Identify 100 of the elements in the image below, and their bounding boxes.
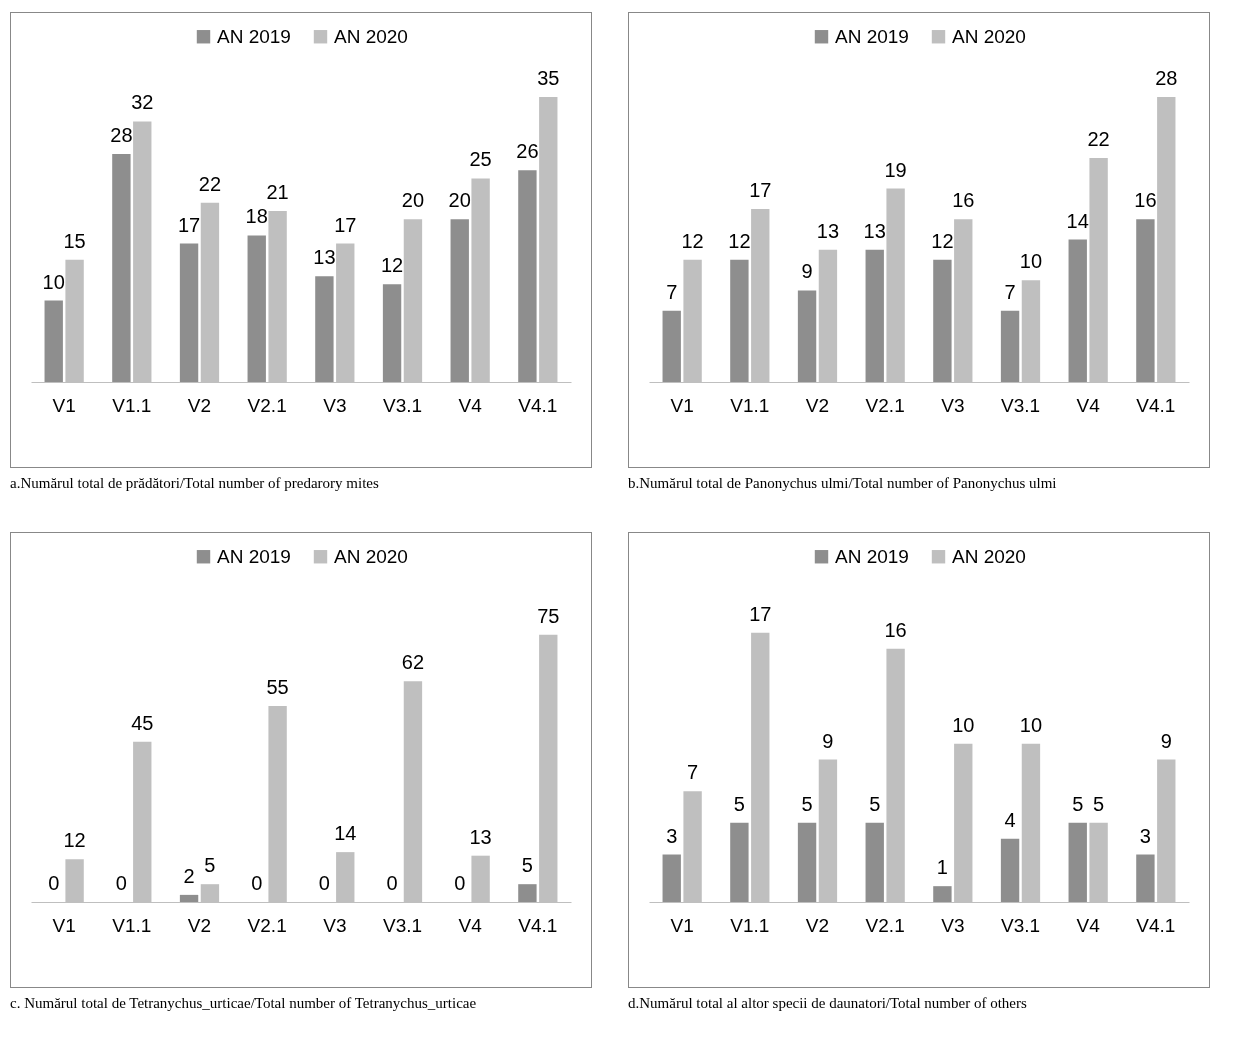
data-label: 9 <box>1160 729 1172 752</box>
data-label: 0 <box>318 872 330 894</box>
x-tick-label: V4 <box>1076 394 1101 416</box>
data-label: 9 <box>822 729 834 752</box>
data-label: 5 <box>869 792 881 815</box>
data-label: 62 <box>401 651 425 674</box>
x-tick-label: V1 <box>52 914 76 936</box>
x-tick-label: V2 <box>805 394 830 416</box>
bar <box>1136 854 1155 902</box>
text: b.Numărul total de Panonychus ulmi/Total number of Panonychus ulmi <box>628 474 1058 493</box>
data-label: 26 <box>516 140 539 163</box>
data-label: 12 <box>681 229 704 252</box>
data-label: 5 <box>733 792 745 815</box>
x-tick-label: V4.1 <box>1136 914 1176 936</box>
data-label: 14 <box>1066 209 1089 232</box>
data-label: 10 <box>952 713 975 736</box>
x-tick-label: V4 <box>458 914 483 936</box>
bar <box>730 259 749 382</box>
bar <box>1000 838 1020 902</box>
data-label: 1 <box>936 856 948 879</box>
data-label: 12 <box>380 254 404 277</box>
data-label: 7 <box>687 761 699 784</box>
x-tick-label: V1.1 <box>730 914 770 936</box>
x-tick-label: V4.1 <box>1136 394 1176 416</box>
legend-label: AN 2019 <box>835 545 909 567</box>
bar <box>518 884 537 902</box>
x-tick-label: V1.1 <box>112 394 152 416</box>
data-label: 0 <box>115 872 127 894</box>
x-tick-label: V1 <box>52 394 76 416</box>
bar <box>797 290 817 382</box>
data-label: 18 <box>245 205 268 228</box>
bar <box>865 249 884 382</box>
x-tick-label: V3 <box>941 394 965 416</box>
data-label: 10 <box>42 270 65 293</box>
bar <box>933 259 952 382</box>
data-label: 16 <box>952 189 975 212</box>
bar <box>44 300 63 382</box>
x-tick-label: V3.1 <box>1000 394 1041 416</box>
data-label: 75 <box>537 604 560 627</box>
data-label: 4 <box>1004 808 1016 831</box>
bar <box>179 243 199 382</box>
data-label: 12 <box>63 829 86 852</box>
legend-label: AN 2019 <box>217 25 291 47</box>
x-tick-label: V3 <box>941 914 965 936</box>
x-tick-label: V3 <box>323 914 347 936</box>
data-label: 0 <box>386 872 398 894</box>
data-label: 5 <box>204 854 216 877</box>
data-label: 13 <box>313 246 336 269</box>
data-label: 13 <box>816 219 840 242</box>
x-tick-label: V4.1 <box>518 394 558 416</box>
data-label: 13 <box>469 825 492 848</box>
data-label: 28 <box>1155 67 1178 89</box>
x-tick-label: V3.1 <box>382 394 423 416</box>
data-label: 28 <box>110 124 133 146</box>
data-label: 5 <box>1093 792 1105 815</box>
text: a.Numărul total de prădători/Total number of predarory mites <box>10 474 380 493</box>
data-label: 5 <box>521 854 533 877</box>
data-label: 17 <box>749 602 772 625</box>
data-label: 17 <box>749 178 772 201</box>
bar <box>1068 822 1087 902</box>
bar <box>315 276 334 382</box>
bar <box>797 822 817 902</box>
bar <box>662 854 681 902</box>
x-tick-label: V3 <box>323 394 347 416</box>
data-label: 5 <box>801 792 813 815</box>
x-tick-label: V1 <box>670 394 694 416</box>
data-label: 12 <box>931 229 954 252</box>
legend-label: AN 2019 <box>835 25 909 47</box>
data-label: 12 <box>728 229 751 252</box>
data-label: 22 <box>1087 128 1110 151</box>
data-label: 0 <box>454 872 466 894</box>
legend-label: AN 2020 <box>952 545 1026 567</box>
data-label: 13 <box>863 219 886 242</box>
data-label: 19 <box>884 158 907 181</box>
bar <box>1136 219 1155 382</box>
legend-label: AN 2019 <box>217 545 291 567</box>
data-label: 2 <box>183 864 195 887</box>
bar <box>112 154 131 382</box>
data-label: 5 <box>1072 792 1084 815</box>
data-label: 32 <box>131 91 154 114</box>
bar <box>1068 239 1087 382</box>
data-label: 17 <box>177 213 201 236</box>
data-label: 21 <box>266 181 289 203</box>
data-label: 16 <box>884 618 907 641</box>
bar <box>1000 310 1020 382</box>
data-label: 0 <box>251 872 263 894</box>
data-label: 25 <box>469 148 492 171</box>
data-label: 9 <box>801 260 813 283</box>
x-tick-label: V3.1 <box>1000 914 1041 936</box>
bar <box>382 284 402 382</box>
data-label: 0 <box>48 872 60 894</box>
x-tick-label: V1.1 <box>730 394 770 416</box>
x-tick-label: V1.1 <box>112 914 152 936</box>
data-label: 3 <box>666 824 678 847</box>
data-label: 17 <box>334 213 357 236</box>
bar <box>730 822 749 902</box>
bar <box>247 235 266 382</box>
text: d.Numărul total al altor specii de daunatori/Total number of others <box>628 994 1028 1013</box>
data-label: 20 <box>401 189 425 212</box>
data-label: 10 <box>1019 713 1043 736</box>
